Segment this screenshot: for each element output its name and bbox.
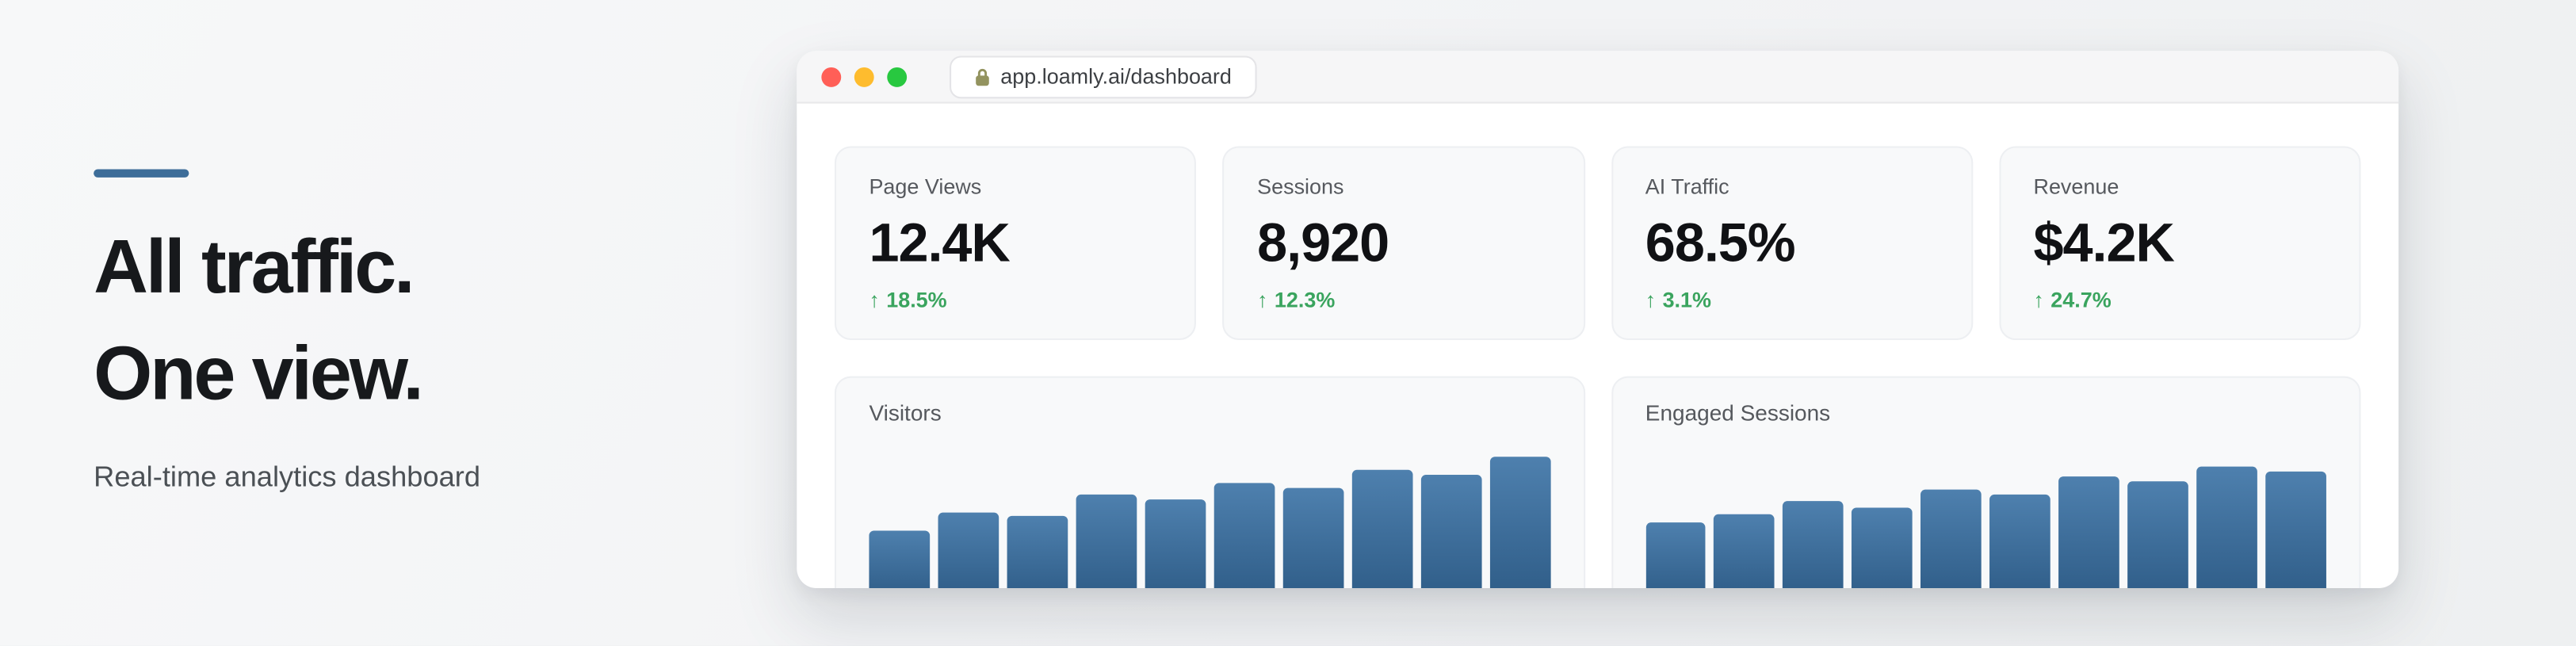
- browser-titlebar: app.loamly.ai/dashboard: [797, 51, 2399, 104]
- bar: [1783, 501, 1844, 589]
- stat-card-sessions: Sessions 8,920 ↑ 12.3%: [1222, 146, 1585, 341]
- stat-delta: ↑ 3.1%: [1645, 288, 1938, 312]
- stat-delta-value: 3.1%: [1662, 288, 1712, 313]
- bar: [2265, 471, 2327, 589]
- chart-title: Engaged Sessions: [1645, 400, 1831, 426]
- stat-delta: ↑ 24.7%: [2033, 288, 2326, 312]
- bar: [1213, 483, 1275, 589]
- bar-chart-visitors: [869, 432, 1550, 589]
- bar: [1645, 522, 1707, 589]
- address-bar[interactable]: app.loamly.ai/dashboard: [950, 55, 1256, 98]
- chart-card-engaged-sessions: Engaged Sessions: [1611, 376, 2361, 589]
- traffic-light-minimize[interactable]: [854, 66, 874, 86]
- stat-card-ai-traffic: AI Traffic 68.5% ↑ 3.1%: [1611, 146, 1973, 341]
- stat-value: 68.5%: [1645, 212, 1796, 273]
- arrow-up-icon: ↑: [1257, 288, 1268, 313]
- bar: [2196, 466, 2258, 589]
- stat-delta: ↑ 12.3%: [1257, 288, 1550, 312]
- stat-delta-value: 18.5%: [886, 288, 947, 313]
- lock-icon: [974, 67, 991, 86]
- bar: [1145, 499, 1206, 589]
- stat-label: AI Traffic: [1645, 174, 1729, 199]
- bar: [1989, 494, 2051, 589]
- charts-row: Visitors Engaged Sessions: [834, 376, 2361, 589]
- dashboard-content: Page Views 12.4K ↑ 18.5% Sessions 8,920 …: [797, 104, 2398, 589]
- chart-card-visitors: Visitors: [834, 376, 1585, 589]
- bar: [2058, 476, 2120, 589]
- bar: [1852, 507, 1913, 589]
- bar: [1420, 475, 1481, 589]
- stat-delta-value: 12.3%: [1274, 288, 1336, 313]
- page-title: All traffic. One view.: [94, 213, 480, 426]
- address-url: app.loamly.ai/dashboard: [1000, 63, 1232, 89]
- arrow-up-icon: ↑: [869, 288, 880, 313]
- bar: [938, 512, 999, 589]
- bar: [1489, 457, 1550, 589]
- arrow-up-icon: ↑: [1645, 288, 1657, 313]
- stat-card-revenue: Revenue $4.2K ↑ 24.7%: [1998, 146, 2361, 341]
- stat-value: 12.4K: [869, 212, 1010, 273]
- bar: [1076, 494, 1137, 589]
- bar-chart-engaged-sessions: [1645, 432, 2327, 589]
- stat-delta: ↑ 18.5%: [869, 288, 1161, 312]
- page-title-line2: One view.: [94, 330, 424, 416]
- bar: [1351, 469, 1412, 589]
- bar: [1007, 515, 1068, 589]
- page-subtitle: Real-time analytics dashboard: [94, 460, 481, 493]
- browser-window: app.loamly.ai/dashboard Page Views 12.4K…: [797, 51, 2399, 589]
- stat-label: Sessions: [1257, 174, 1344, 199]
- bar: [2127, 481, 2189, 589]
- stat-label: Page Views: [869, 174, 982, 199]
- bar: [1921, 489, 1982, 589]
- hero-section: All traffic. One view. Real-time analyti…: [94, 169, 480, 494]
- page-title-line1: All traffic.: [94, 223, 415, 309]
- arrow-up-icon: ↑: [2033, 288, 2044, 313]
- stat-value: $4.2K: [2033, 212, 2174, 273]
- traffic-light-zoom[interactable]: [887, 66, 908, 86]
- bar: [1714, 514, 1775, 589]
- stat-card-page-views: Page Views 12.4K ↑ 18.5%: [834, 146, 1197, 341]
- stats-row: Page Views 12.4K ↑ 18.5% Sessions 8,920 …: [834, 146, 2361, 341]
- stat-value: 8,920: [1257, 212, 1389, 273]
- chart-title: Visitors: [869, 400, 942, 426]
- accent-dash: [94, 169, 189, 178]
- stat-delta-value: 24.7%: [2050, 288, 2112, 313]
- bar: [869, 530, 931, 589]
- traffic-lights: [821, 66, 908, 86]
- stat-label: Revenue: [2033, 174, 2119, 199]
- bar: [1282, 487, 1343, 589]
- traffic-light-close[interactable]: [821, 66, 842, 86]
